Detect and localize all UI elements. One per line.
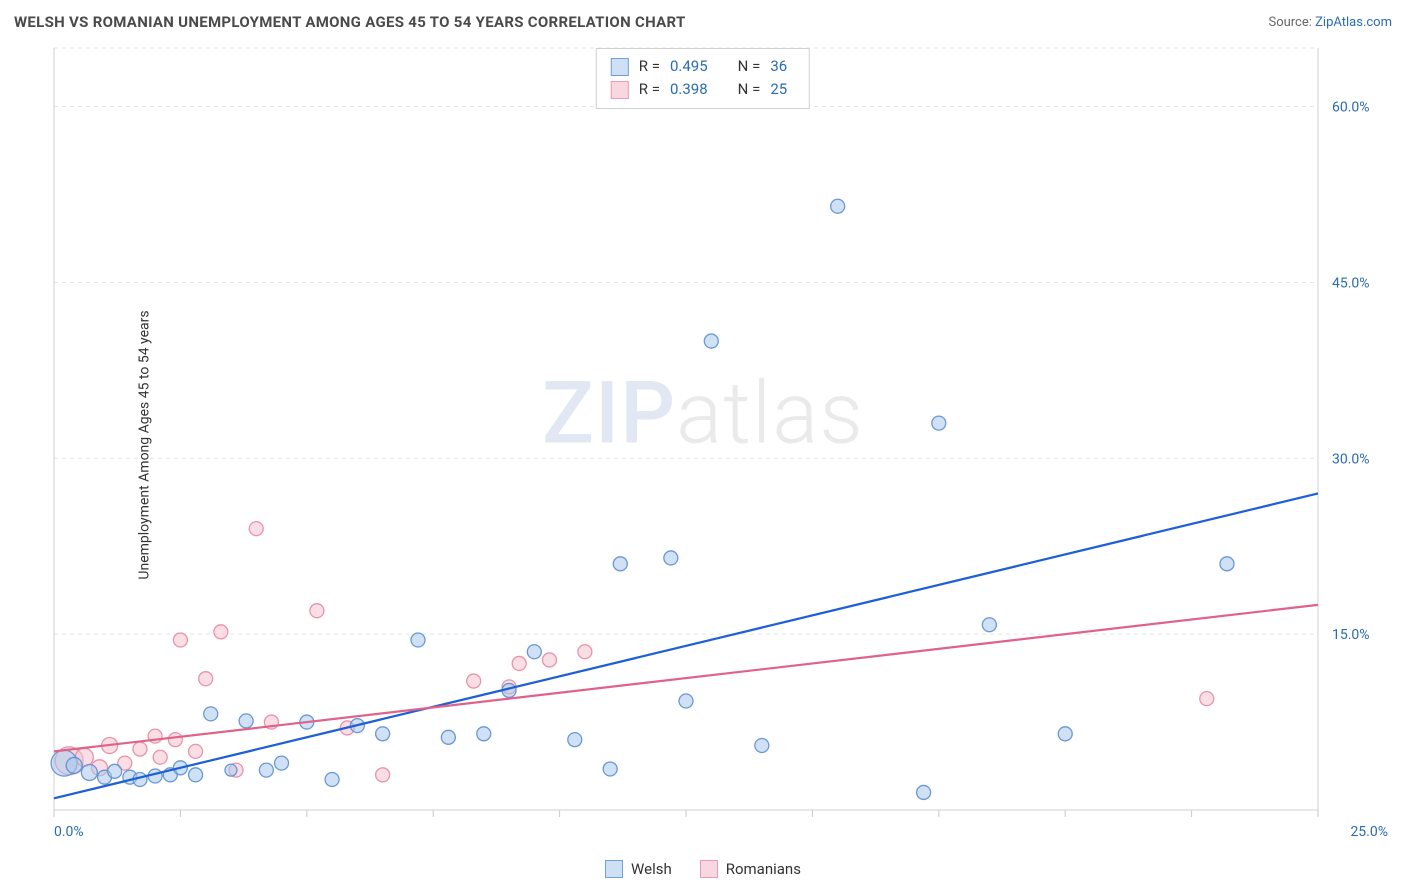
legend-label-welsh: Welsh bbox=[631, 860, 672, 878]
source-link[interactable]: ZipAtlas.com bbox=[1315, 15, 1392, 30]
romanians-r-value: 0.398 bbox=[670, 78, 708, 101]
r-label: R = bbox=[639, 55, 660, 78]
correlation-stats-box: R = 0.495 N = 36 R = 0.398 N = 25 bbox=[596, 48, 810, 109]
source-prefix: Source: bbox=[1268, 15, 1315, 30]
legend-swatch-welsh-icon bbox=[605, 860, 623, 878]
welsh-r-value: 0.495 bbox=[670, 55, 708, 78]
svg-text:30.0%: 30.0% bbox=[1332, 451, 1370, 467]
y-axis-label: Unemployment Among Ages 45 to 54 years bbox=[137, 310, 153, 579]
scatter-plot-svg: 15.0% 30.0% 45.0% 60.0% bbox=[0, 44, 1406, 846]
legend-swatch-romanians-icon bbox=[700, 860, 718, 878]
stats-row-welsh: R = 0.495 N = 36 bbox=[611, 55, 795, 78]
plot-area: Unemployment Among Ages 45 to 54 years Z… bbox=[0, 44, 1406, 846]
stats-row-romanians: R = 0.398 N = 25 bbox=[611, 78, 795, 101]
legend-item-welsh: Welsh bbox=[605, 860, 672, 878]
romanians-n-value: 25 bbox=[770, 78, 787, 101]
svg-text:45.0%: 45.0% bbox=[1332, 275, 1370, 291]
swatch-romanians-icon bbox=[611, 81, 629, 99]
n-label: N = bbox=[738, 55, 761, 78]
swatch-welsh-icon bbox=[611, 58, 629, 76]
legend-item-romanians: Romanians bbox=[700, 860, 801, 878]
svg-text:15.0%: 15.0% bbox=[1332, 627, 1370, 643]
n-label: N = bbox=[738, 78, 761, 101]
header: WELSH VS ROMANIAN UNEMPLOYMENT AMONG AGE… bbox=[0, 0, 1406, 44]
svg-text:60.0%: 60.0% bbox=[1332, 100, 1370, 116]
chart-title: WELSH VS ROMANIAN UNEMPLOYMENT AMONG AGE… bbox=[14, 13, 686, 31]
series-legend: Welsh Romanians bbox=[0, 846, 1406, 892]
welsh-n-value: 36 bbox=[770, 55, 787, 78]
legend-label-romanians: Romanians bbox=[726, 860, 801, 878]
r-label: R = bbox=[639, 78, 660, 101]
source-attribution: Source: ZipAtlas.com bbox=[1268, 15, 1392, 30]
